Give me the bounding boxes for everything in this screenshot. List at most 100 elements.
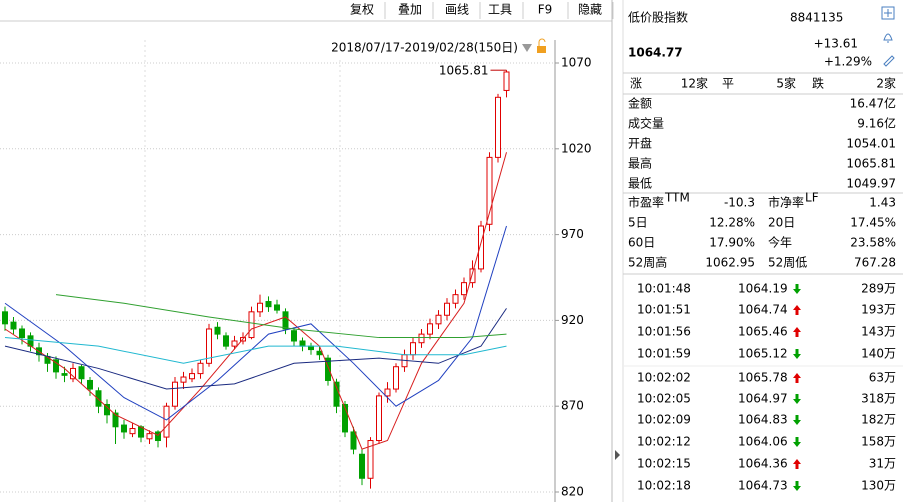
tick-volume: 193万 [861,303,896,317]
stat-value: 9.16亿 [857,116,896,131]
candle-body [19,328,25,339]
ratio-label: 市净率 [768,195,804,210]
change: +13.61 [814,37,858,51]
toolbar-button[interactable]: 隐藏 [578,3,602,17]
ratio-value: 17.90% [709,236,755,250]
tick-price: 1064.36 [738,457,788,471]
candle-body [189,373,195,380]
candle-body [333,381,340,407]
breadth: 5家 [776,76,796,91]
candle-body [248,311,255,339]
tick-price: 1064.73 [738,479,788,493]
ma-line [55,294,507,339]
toolbar-button[interactable]: 复权 [350,3,374,17]
candle-body [10,321,17,330]
ratio-label: 市盈率 [628,195,664,210]
breadth: 跌 [812,76,824,91]
collapse-arrow[interactable] [615,450,620,460]
lock-icon[interactable] [537,46,546,53]
tick-volume: 289万 [861,282,896,296]
tick-time: 10:01:48 [637,282,691,296]
stat-value: 16.47亿 [850,96,896,111]
edit-icon[interactable] [883,55,895,67]
toolbar-button[interactable]: 工具 [488,3,512,17]
candle-body [87,379,93,390]
panel-icons [881,6,895,67]
alert-icon[interactable] [883,33,893,43]
toolbar-button[interactable]: 叠加 [398,3,422,17]
candle-body [342,403,348,433]
y-tick-label: 870 [561,399,584,413]
ratio-label: 今年 [768,235,792,250]
tick-price: 1064.97 [738,392,788,406]
candle-body [274,304,280,311]
candle-body [427,323,433,335]
candle-body [367,440,374,479]
ratio-sup: TTM [664,191,690,205]
y-tick-label: 970 [561,227,584,241]
toolbar-button[interactable]: F9 [538,3,553,17]
add-icon[interactable] [881,6,895,20]
tick-price: 1065.46 [738,325,788,339]
candle-body [410,342,416,356]
candle-body [163,405,170,438]
change-pct: +1.29% [824,55,872,69]
tick-time: 10:01:56 [637,325,691,339]
ma-line [4,308,507,390]
tick-time: 10:02:18 [637,479,691,493]
stat-label: 开盘 [628,136,652,151]
candle-body [155,431,161,442]
index-name: 低价股指数 [628,10,688,25]
stat-label: 最低 [628,177,652,191]
candle-body [325,357,331,381]
tick-volume: 31万 [869,457,896,471]
candle-body [316,350,323,356]
tick-volume: 63万 [869,371,896,385]
candle-body [282,311,289,330]
y-tick-label: 820 [561,485,584,499]
candle-body [2,311,8,325]
lock-icon [538,38,546,46]
tick-price: 1065.12 [738,347,788,361]
tick-arrow [793,481,801,491]
candle-body [61,373,68,376]
ratio-label: 52周高 [628,255,667,270]
index-code: 8841135 [790,11,843,25]
ratio-value: 1.43 [869,196,896,210]
tick-volume: 318万 [861,392,896,406]
candle-body [180,376,187,383]
candle-body [452,294,459,304]
tick-arrow [793,394,801,404]
candle-body [503,71,510,91]
date-range: 2018/07/17-2019/02/28(150日) [331,41,518,55]
tick-price: 1064.19 [738,282,788,296]
breadth: 2家 [876,76,896,91]
tick-time: 10:02:15 [637,457,691,471]
stat-value: 1065.81 [846,157,896,171]
range-dropdown[interactable] [522,44,532,52]
ratio-value: -10.3 [724,196,755,210]
ratio-value: 17.45% [850,216,896,230]
ma-line [4,152,507,450]
tick-arrow [793,284,801,294]
candle-body [257,302,263,313]
candle-body [486,156,493,225]
candle-body [495,96,501,158]
y-tick-label: 1070 [561,56,592,70]
stat-value: 1054.01 [846,137,896,151]
last-price: 1064.77 [628,46,683,60]
tick-price: 1064.74 [738,303,788,317]
candle-body [418,333,425,344]
candle-body [350,431,357,450]
toolbar-button[interactable]: 画线 [445,3,469,17]
candle-body [172,381,178,407]
tick-arrow [793,349,801,359]
candle-body [308,345,314,351]
candle-body [206,328,212,364]
tick-price: 1065.78 [738,371,788,385]
tick-arrow [793,305,801,315]
candle-body [376,395,382,442]
candle-body [78,366,85,380]
candle-body [265,301,272,308]
